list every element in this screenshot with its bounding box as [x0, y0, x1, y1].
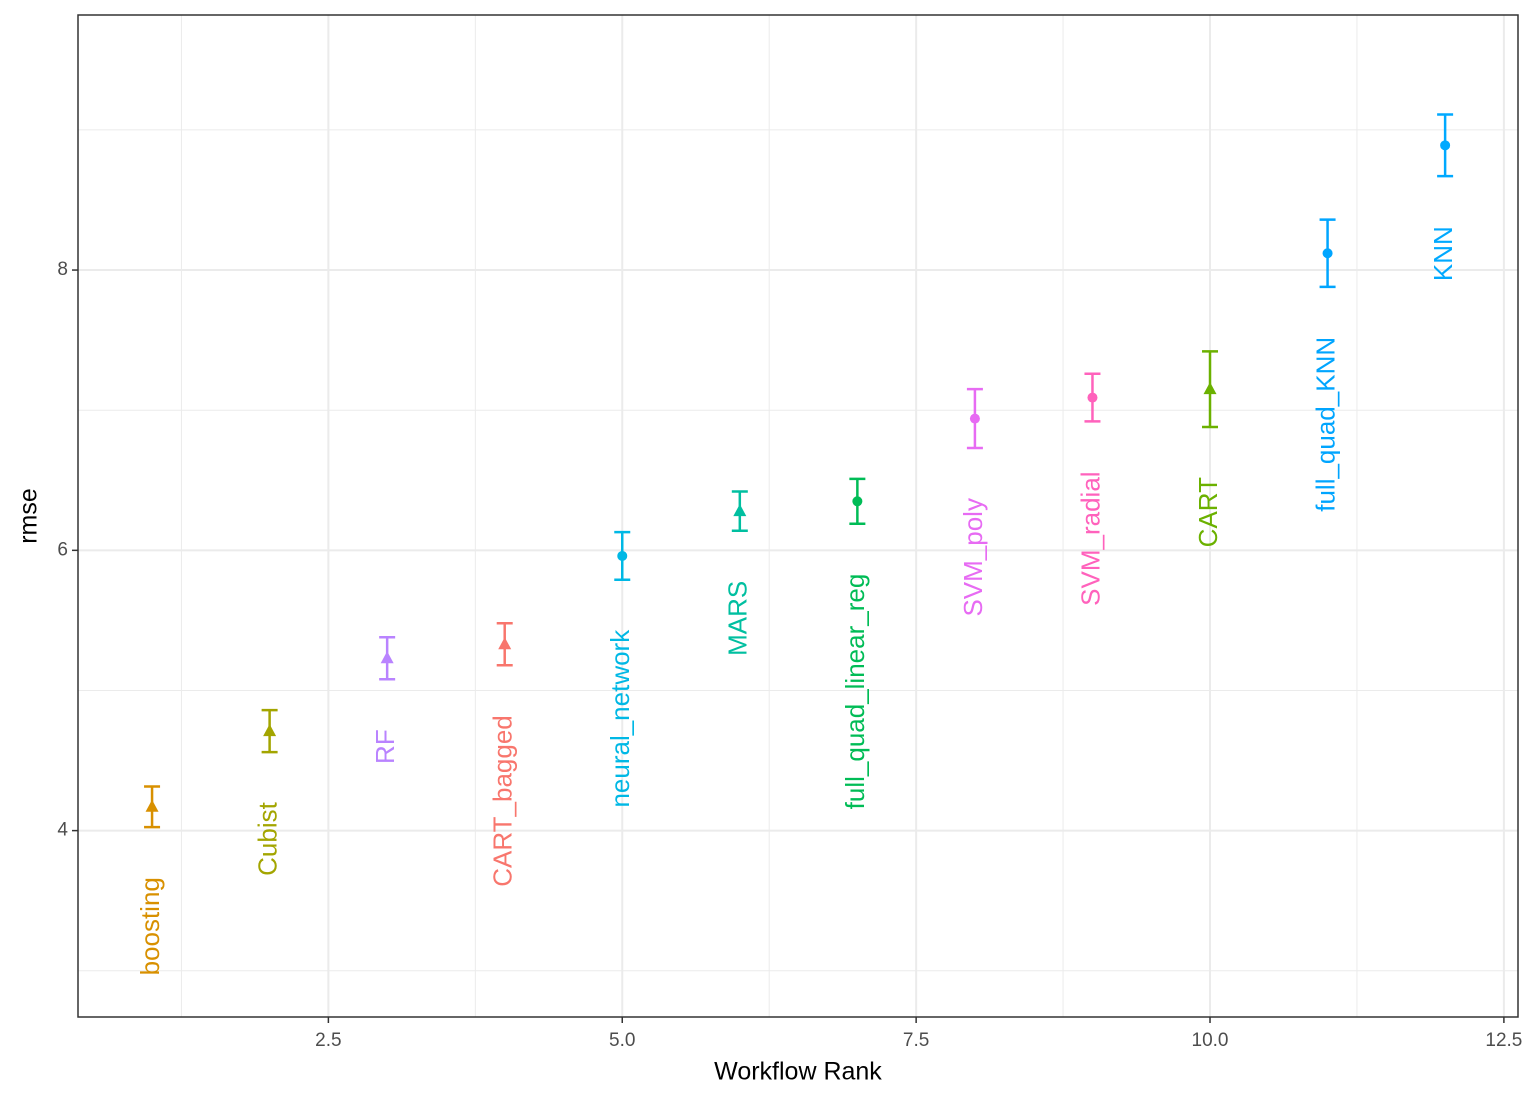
point-label: SVM_radial [1075, 471, 1105, 605]
point [498, 637, 512, 650]
panel [78, 15, 1518, 1017]
point [969, 413, 980, 424]
point [1322, 248, 1333, 259]
point-label: full_quad_linear_reg [840, 574, 870, 810]
y-tick-label: 4 [57, 820, 68, 841]
x-tick-label: 12.5 [1485, 1030, 1522, 1051]
point [380, 651, 394, 664]
point [263, 724, 277, 737]
x-tick-label: 10.0 [1192, 1030, 1229, 1051]
point-label: RF [370, 729, 400, 764]
point-label: SVM_poly [958, 498, 988, 617]
point-label: CART [1193, 477, 1223, 547]
x-tick-label: 7.5 [903, 1030, 929, 1051]
point-label: Cubist [252, 801, 282, 875]
point-label: neural_network [605, 629, 635, 808]
point-label: boosting [135, 877, 165, 975]
point-label: KNN [1428, 226, 1458, 281]
x-axis-title: Workflow Rank [714, 1058, 882, 1086]
x-tick-label: 5.0 [609, 1030, 635, 1051]
point [1087, 392, 1098, 403]
point [852, 496, 863, 507]
point-label: full_quad_KNN [1310, 337, 1340, 512]
point [617, 550, 628, 561]
point [1203, 382, 1217, 395]
y-tick-label: 6 [57, 539, 68, 560]
y-axis-title: rmse [15, 488, 43, 544]
point [145, 799, 159, 812]
point-label: CART_bagged [488, 715, 518, 887]
panel-border [77, 14, 1519, 1018]
point [733, 504, 747, 517]
point [1440, 140, 1451, 151]
x-tick-label: 2.5 [315, 1030, 341, 1051]
point-label: MARS [723, 581, 753, 656]
y-tick-label: 8 [57, 259, 68, 280]
